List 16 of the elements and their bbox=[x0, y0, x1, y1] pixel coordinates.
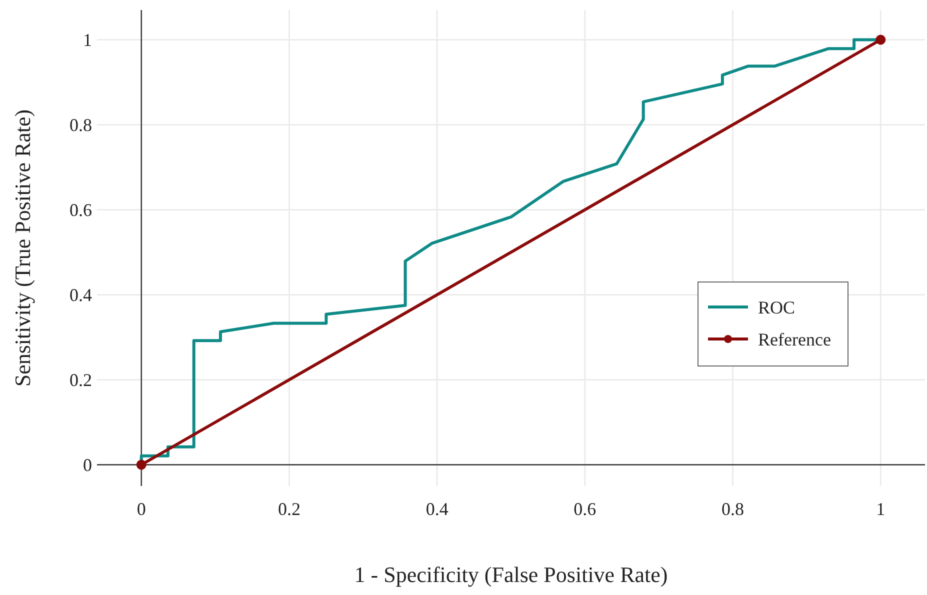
y-tick-label: 0.2 bbox=[70, 370, 92, 390]
y-tick-label: 1 bbox=[83, 30, 92, 50]
legend-label: ROC bbox=[758, 297, 796, 318]
x-tick-label: 1 bbox=[876, 499, 886, 519]
x-tick-label: 0.6 bbox=[574, 499, 596, 519]
x-tick-label: 0.4 bbox=[426, 499, 448, 519]
legend-label: Reference bbox=[758, 329, 831, 350]
x-tick-label: 0.2 bbox=[278, 499, 300, 519]
x-tick-label: 0.8 bbox=[722, 499, 744, 519]
x-axis-title: 1 - Specificity (False Positive Rate) bbox=[354, 562, 668, 587]
y-axis-title: Sensitivity (True Positive Rate) bbox=[10, 109, 35, 387]
y-tick-label: 0.4 bbox=[70, 285, 92, 306]
y-tick-label: 0.6 bbox=[70, 200, 92, 220]
y-tick-label: 0.8 bbox=[70, 115, 92, 136]
x-tick-label: 0 bbox=[136, 499, 146, 519]
y-tick-label: 0 bbox=[83, 455, 92, 476]
